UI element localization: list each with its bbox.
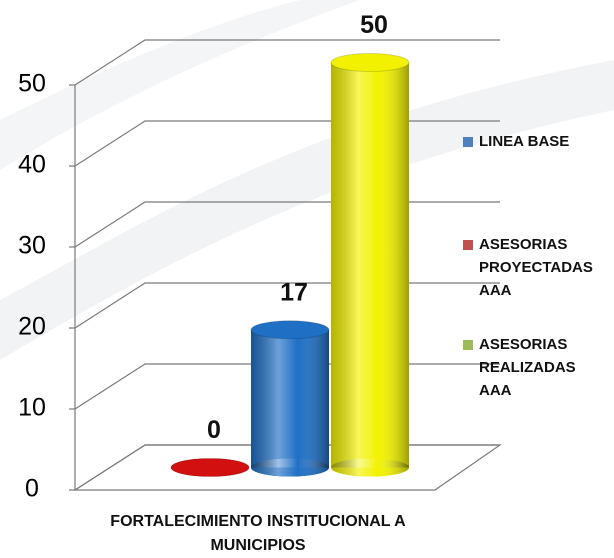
x-tick-label: FORTALECIMIENTO INSTITUCIONAL A MUNICIPI…	[110, 513, 406, 554]
bar-top	[170, 458, 250, 477]
legend-swatch	[463, 137, 473, 147]
y-tick-label: 40	[18, 151, 46, 179]
bar-base-shade	[251, 458, 329, 477]
background-swoosh	[0, 60, 614, 360]
legend-swatch	[463, 240, 473, 250]
bars: 17 0 50	[170, 11, 410, 477]
legend-label: ASESORIAS REALIZADAS AAA	[479, 336, 576, 399]
data-label: 50	[360, 11, 388, 39]
legend-swatch	[463, 340, 473, 350]
grid: 0 10 20 30 40 50	[18, 39, 502, 503]
grid-line	[74, 39, 500, 86]
cylinder	[330, 53, 410, 477]
bar-top	[250, 320, 330, 340]
y-tick-label: 50	[18, 70, 46, 98]
y-tick-label: 20	[18, 313, 46, 341]
cylinder	[250, 320, 330, 477]
bar-shade	[251, 329, 329, 468]
background-swoosh	[0, 0, 360, 170]
bar-shade	[331, 62, 409, 468]
data-label: 0	[207, 416, 221, 444]
y-tick-label: 30	[18, 232, 46, 260]
legend-item: ASESORIAS PROYECTADAS AAA	[463, 233, 609, 302]
y-tick-label: 10	[18, 394, 46, 422]
legend-item: ASESORIAS REALIZADAS AAA	[463, 333, 609, 402]
legend-item: LINEA BASE	[463, 130, 609, 153]
legend-label: LINEA BASE	[479, 133, 570, 150]
bar-base-shade	[331, 458, 409, 477]
y-tick-label: 0	[25, 475, 39, 503]
bar-top	[330, 53, 410, 72]
legend-label: ASESORIAS PROYECTADAS AAA	[479, 236, 593, 299]
cylinder	[170, 458, 250, 477]
data-label: 17	[280, 278, 308, 306]
